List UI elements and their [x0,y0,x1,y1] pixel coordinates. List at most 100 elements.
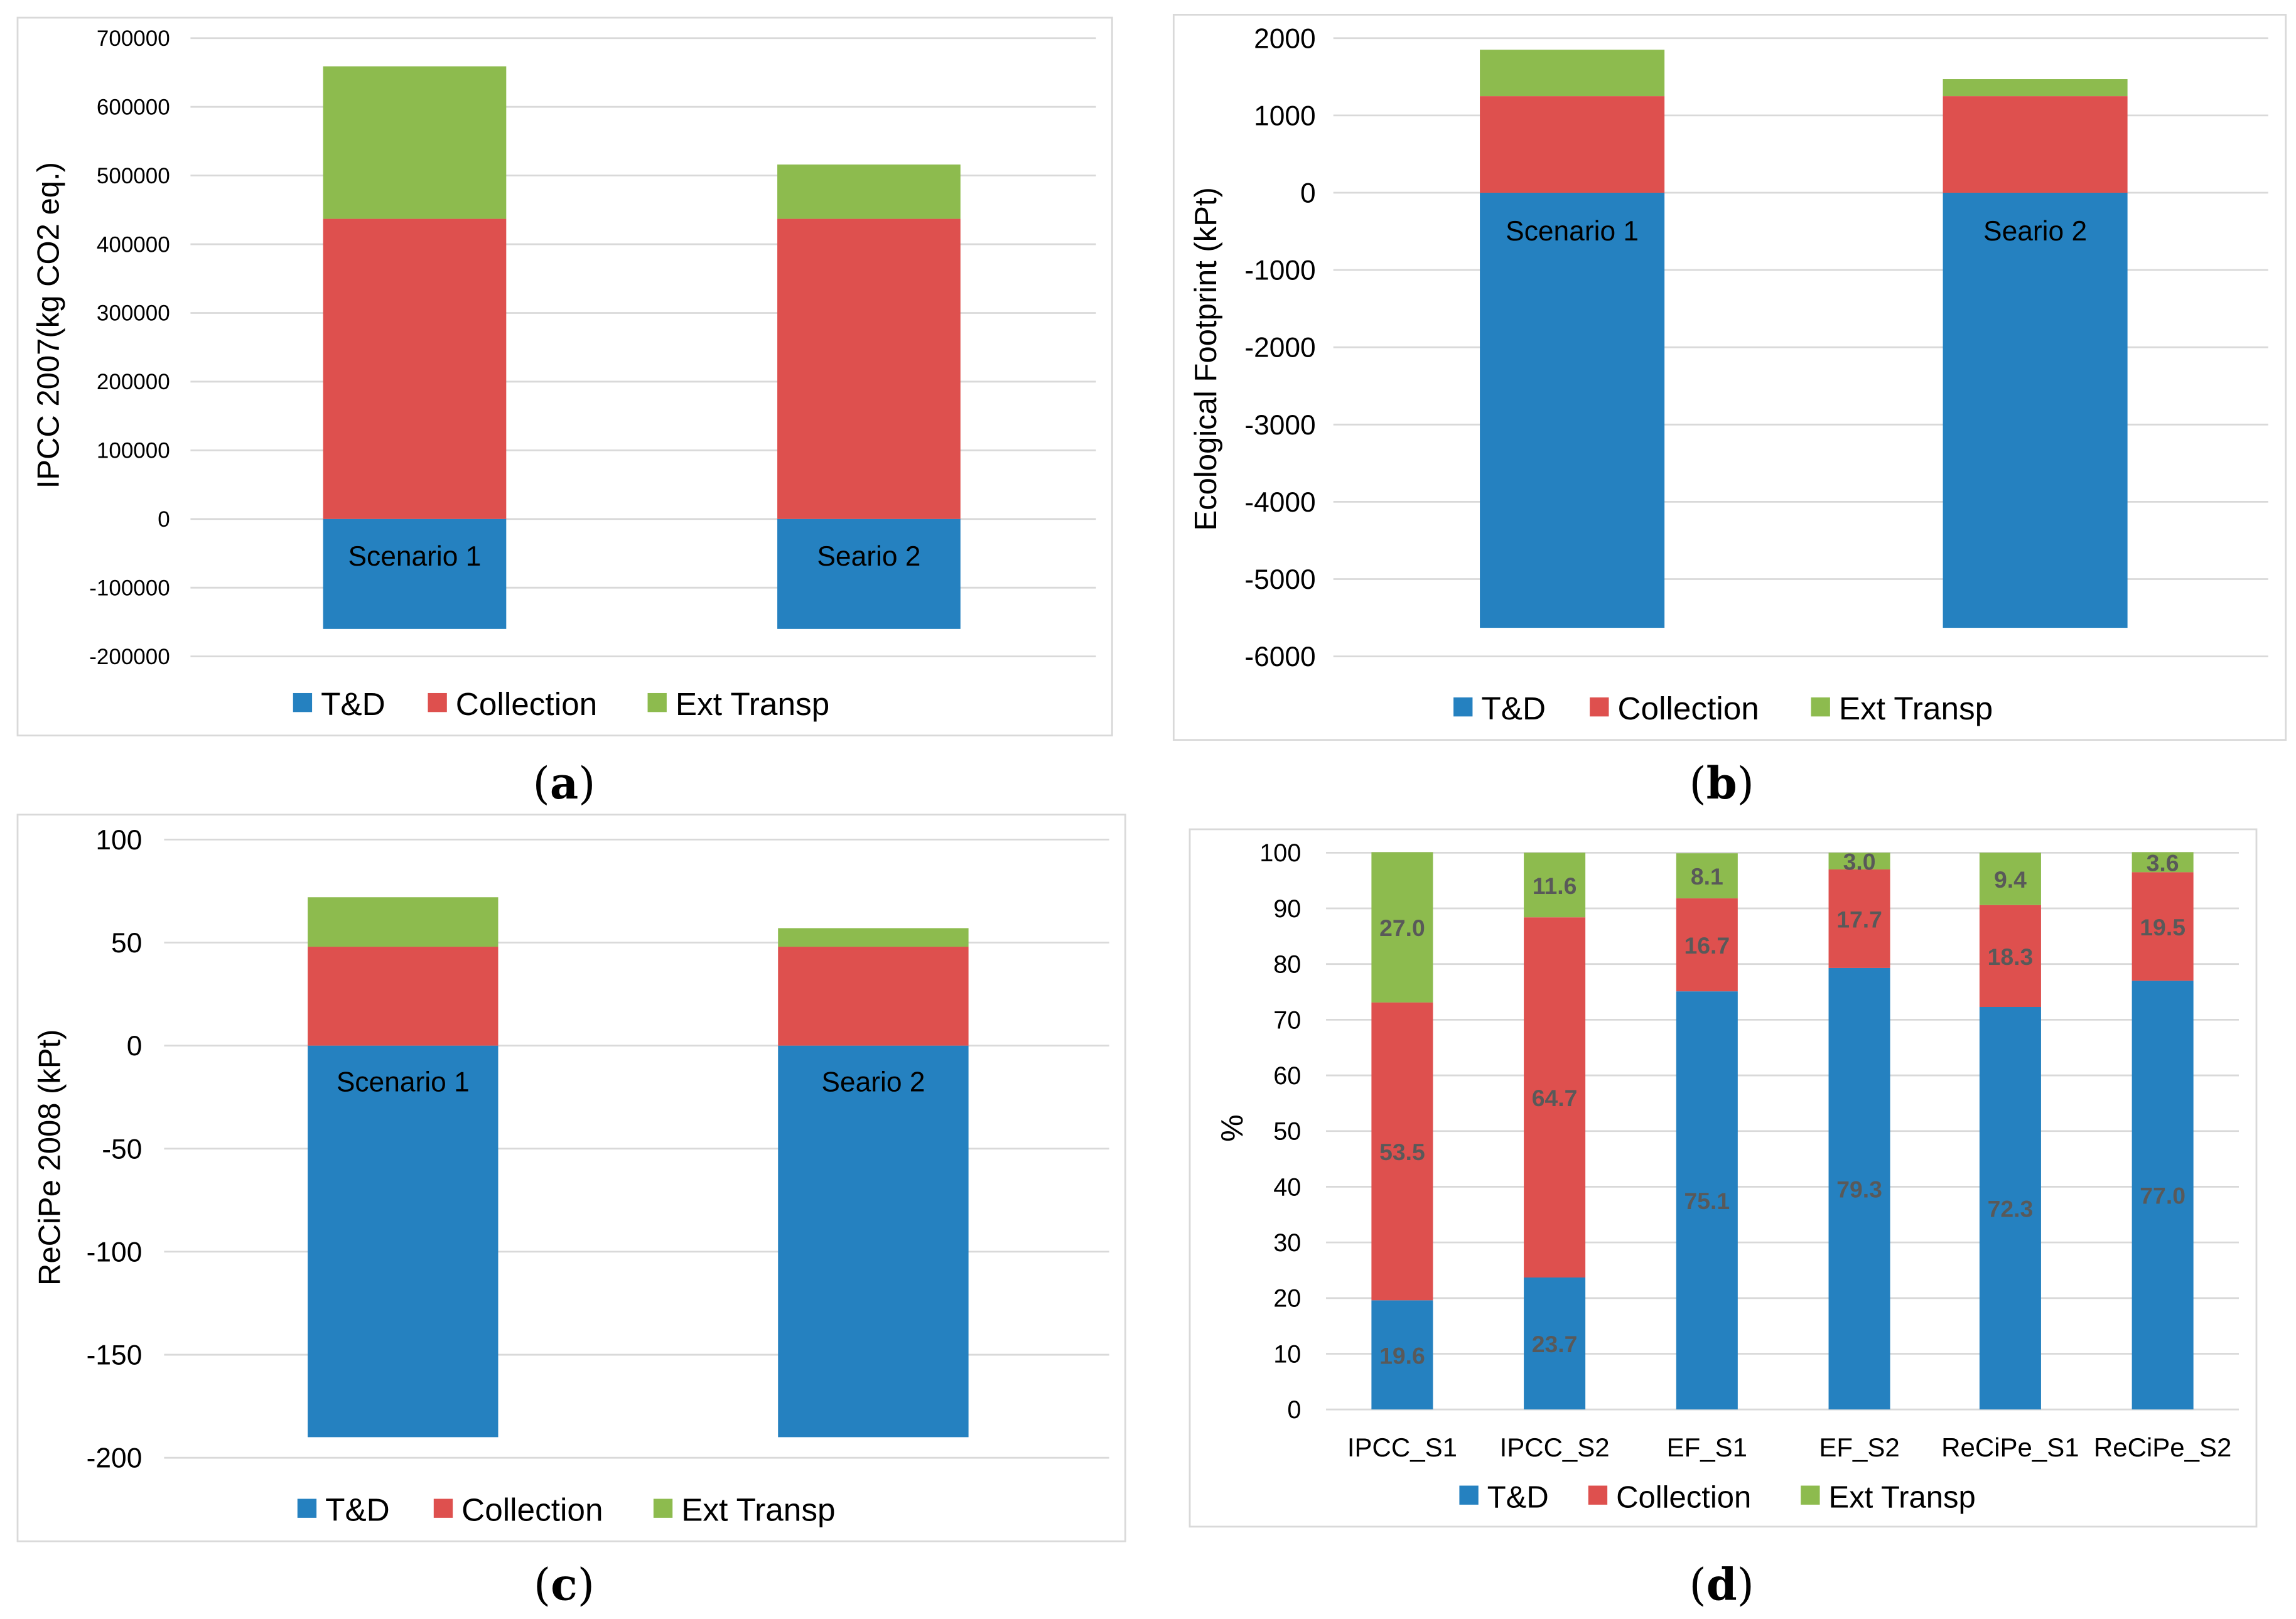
bar-segment-t-d [1676,991,1738,1410]
legend-swatch [1459,1485,1479,1505]
y-axis-label: IPCC 2007(kg CO2 eq.) [31,162,65,488]
y-tick-label: 2000 [1254,23,1316,54]
legend-label: Collection [1616,1481,1751,1515]
bar-segment-ext-transp [777,164,961,219]
bar-segment-t-d [1828,967,1890,1410]
legend-label: Ext Transp [681,1492,835,1528]
category-label: Scenario 1 [1506,216,1639,247]
y-tick-label: 300000 [97,301,170,326]
y-tick-label: 40 [1273,1173,1301,1201]
category-label: EF_S1 [1667,1433,1747,1462]
y-tick-label: 500000 [97,164,170,188]
category-label: Scenario 1 [348,541,481,572]
bar-segment-ext-transp [1480,50,1665,97]
bar-segment-collection [777,218,961,519]
bar-segment-collection [1676,898,1738,992]
data-label: 17.7 [1836,906,1882,932]
category-label: ReCiPe_S2 [2094,1433,2231,1462]
y-tick-label: 100 [1259,839,1301,867]
bar-segment-ext-transp [1828,853,1890,869]
y-tick-label: 20 [1273,1285,1301,1313]
bar-segment-t-d [1371,1300,1433,1410]
data-label: 9.4 [1994,866,2027,893]
y-tick-label: -4000 [1244,487,1315,518]
legend-label: T&D [325,1492,390,1528]
legend-swatch [433,1498,453,1518]
chart-panel-3: 1009080706050403020100%19.653.527.0IPCC_… [1188,828,2258,1611]
category-label: Seario 2 [817,541,920,572]
data-label: 16.7 [1684,932,1730,959]
data-label: 8.1 [1691,863,1723,890]
y-tick-label: -3000 [1244,410,1315,441]
y-tick-label: 0 [1287,1396,1301,1424]
bar-segment-collection [1480,96,1665,193]
y-tick-label: -100000 [89,576,170,600]
bar-segment-collection [1371,1002,1433,1301]
bar-segment-ext-transp [1943,79,2128,97]
bar-segment-ext-transp [323,66,507,219]
y-tick-label: 100 [95,825,142,856]
bar-segment-collection [308,947,499,1046]
bar-segment-collection [2132,872,2194,981]
y-tick-label: 600000 [97,95,170,119]
bar-segment-collection [1828,869,1890,968]
bar-segment-ext-transp [308,897,499,947]
bar-segment-collection [1524,917,1586,1277]
y-tick-label: -100 [87,1237,143,1267]
category-label: ReCiPe_S1 [1941,1433,2079,1462]
data-label: 23.7 [1532,1331,1578,1357]
data-label: 72.3 [1988,1196,2034,1222]
legend-swatch [297,1498,317,1518]
bar-segment-t-d [2132,981,2194,1410]
bar-segment-collection [1979,905,2041,1007]
y-tick-label: 80 [1273,951,1301,979]
bar-segment-t-d [323,519,507,629]
category-label: Seario 2 [821,1067,925,1098]
panel-caption: (a) [533,757,596,809]
y-tick-label: -200000 [89,645,170,669]
bar-segment-collection [778,947,969,1046]
data-label: 3.6 [2147,849,2179,876]
legend-label: T&D [1487,1481,1549,1515]
legend-label: Ext Transp [1839,691,1993,726]
data-label: 64.7 [1532,1085,1578,1111]
bar-segment-collection [323,218,507,519]
y-axis-label: Ecological Footprint (kPt) [1189,187,1223,530]
legend-label: Ext Transp [676,686,829,722]
legend-label: Ext Transp [1829,1481,1976,1515]
y-axis-label: ReCiPe 2008 (kPt) [33,1030,67,1286]
bar-segment-collection [1943,96,2128,193]
data-label: 27.0 [1379,915,1425,941]
category-label: Scenario 1 [337,1067,470,1098]
legend-swatch [1588,1485,1608,1505]
y-tick-label: 0 [127,1031,143,1062]
legend-swatch [428,692,447,713]
bar-segment-t-d [1480,192,1665,628]
category-label: IPCC_S1 [1347,1433,1457,1462]
data-label: 79.3 [1836,1176,1882,1203]
y-tick-label: 50 [111,928,142,959]
bar-segment-t-d [308,1045,499,1438]
legend-label: T&D [321,686,385,722]
y-tick-label: -5000 [1244,564,1315,595]
bar-segment-ext-transp [1676,853,1738,899]
bar-segment-ext-transp [1979,853,2041,905]
y-axis-label: % [1215,1114,1249,1142]
legend-swatch [1590,697,1609,717]
y-tick-label: 200000 [97,370,170,394]
legend-swatch [293,692,313,713]
y-tick-label: -6000 [1244,642,1315,672]
legend-swatch [1453,697,1473,717]
y-tick-label: -2000 [1244,333,1315,363]
y-tick-label: 70 [1273,1006,1301,1034]
panel-caption: (b) [1689,757,1754,809]
y-tick-label: 100000 [97,439,170,463]
bar-segment-t-d [1524,1277,1586,1410]
data-label: 53.5 [1379,1139,1425,1165]
data-label: 11.6 [1533,873,1577,899]
bar-segment-t-d [1943,192,2128,628]
data-label: 75.1 [1684,1188,1730,1214]
y-tick-label: 400000 [97,232,170,257]
category-label: Seario 2 [1983,216,2087,247]
